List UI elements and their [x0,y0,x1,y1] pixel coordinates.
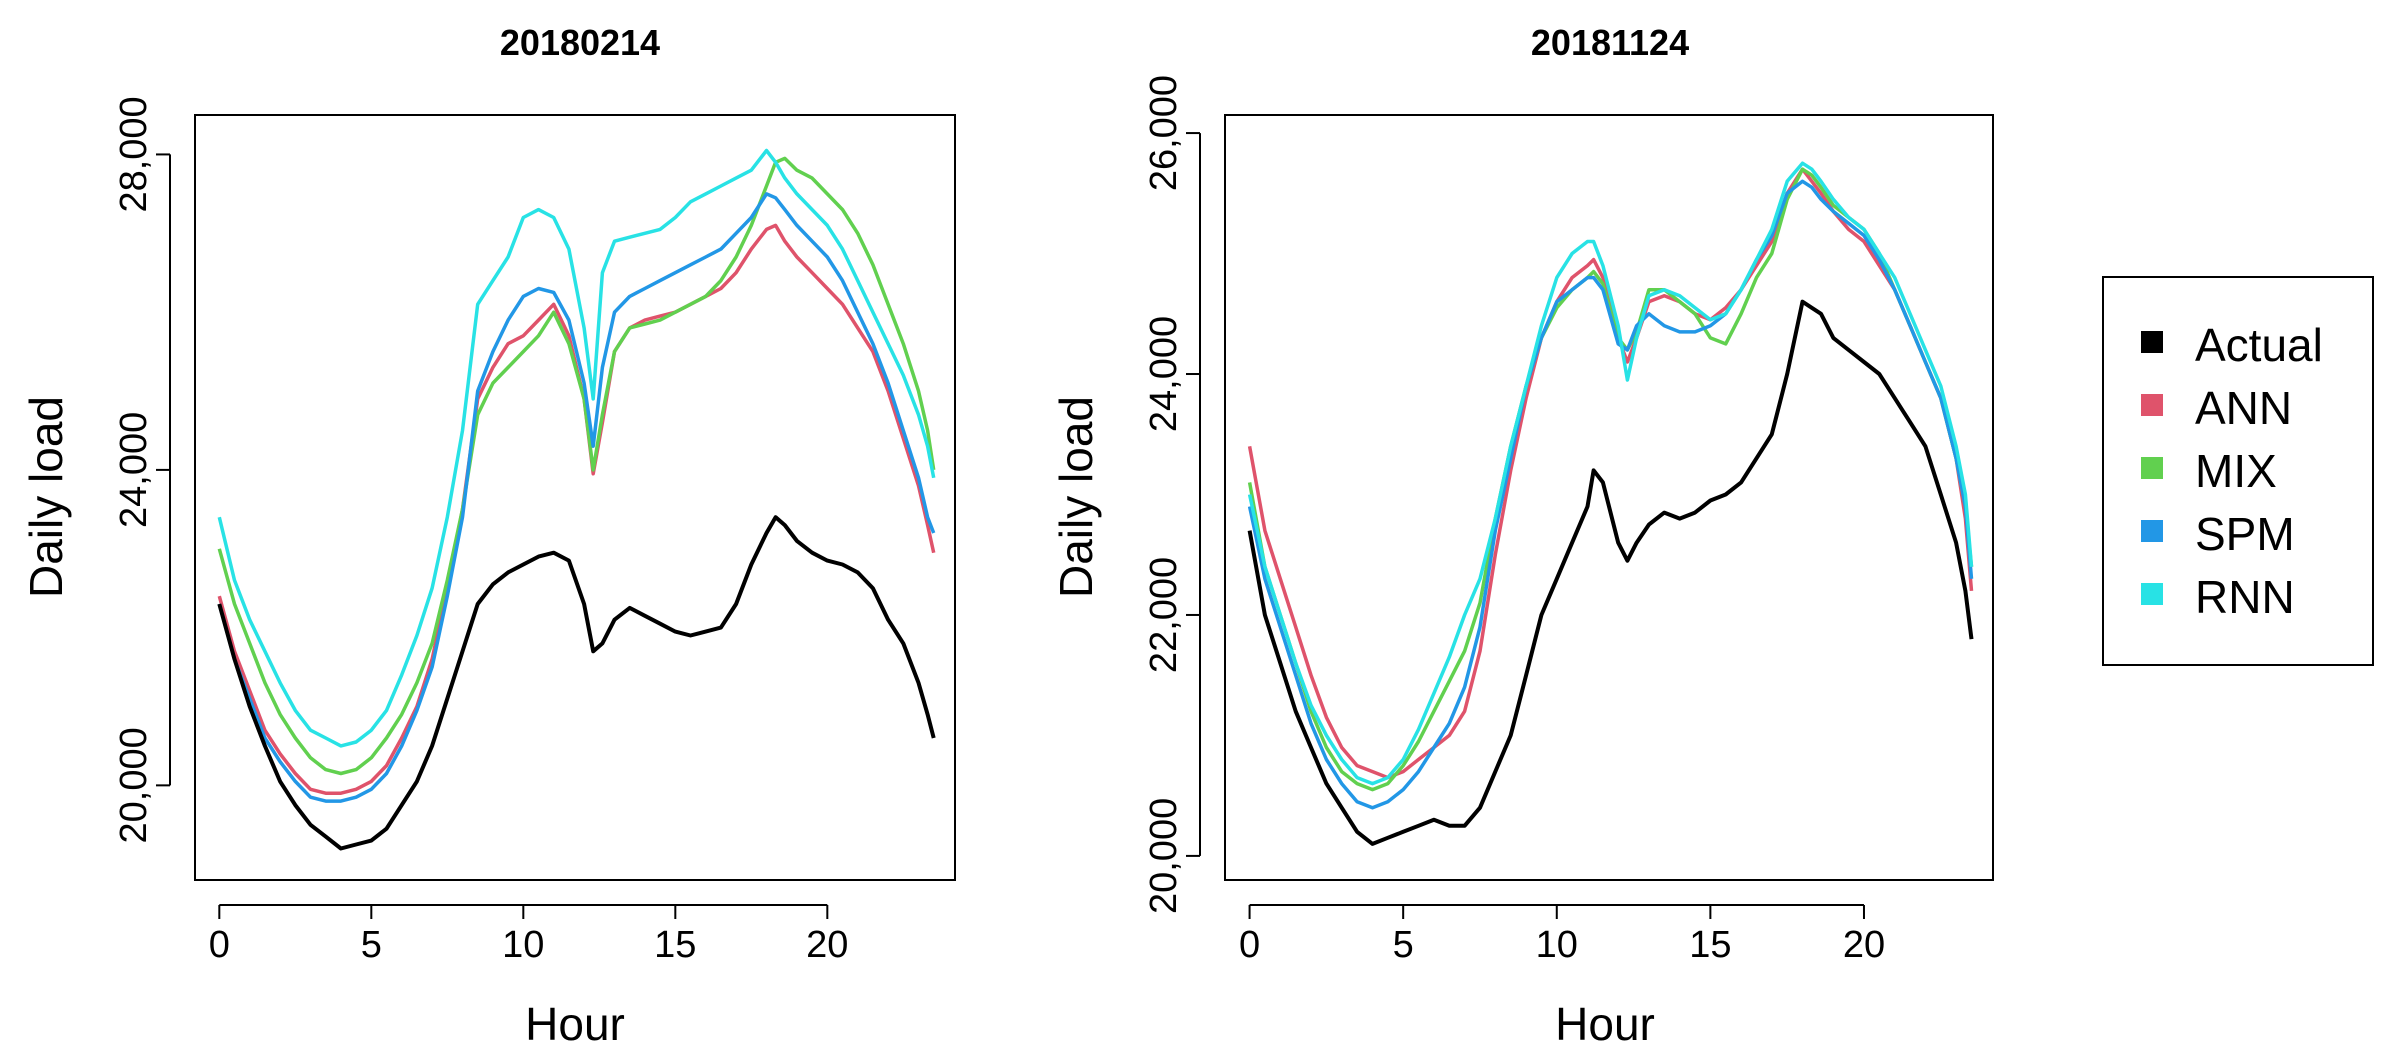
y-axis-label-right: Daily load [1050,396,1102,598]
x-tick-label: 0 [209,924,230,966]
series-right [1247,161,1974,846]
chart-title-right: 20181124 [1531,22,1689,63]
plot-area-left [194,114,956,881]
legend-label-rnn: RNN [2195,571,2295,623]
y-tick-label: 24,000 [113,412,155,528]
ticks-right: 0 5 10 15 20 20,000 22,000 24,000 26,000 [1143,75,1885,966]
y-tick-label: 24,000 [1143,316,1185,432]
y-tick-label: 20,000 [113,727,155,843]
y-tick-label: 20,000 [1143,798,1185,914]
legend-label-actual: Actual [2195,319,2323,371]
legend-swatch-spm [2141,520,2163,542]
x-tick-label: 0 [1239,924,1260,966]
series-line-actual [1247,299,1974,846]
legend-swatch-ann [2141,394,2163,416]
series-line-actual [217,515,936,851]
series-line-rnn [1247,161,1974,786]
series-line-mix [1247,167,1974,792]
legend-label-mix: MIX [2195,445,2277,497]
x-tick-label: 15 [654,924,696,966]
legend-label-spm: SPM [2195,508,2295,560]
series-line-mix [217,156,936,776]
x-tick-label: 10 [1536,924,1578,966]
y-tick-label: 22,000 [1143,557,1185,673]
x-tick-label: 5 [1393,924,1414,966]
x-tick-label: 10 [502,924,544,966]
series-line-ann [1247,167,1974,780]
x-tick-label: 5 [361,924,382,966]
series-line-spm [217,192,936,803]
plot-area-right [1224,114,1994,881]
y-axis-label-left: Daily load [20,396,72,598]
x-tick-label: 20 [1843,924,1885,966]
series-line-ann [217,223,936,795]
y-tick-label: 26,000 [1143,75,1185,191]
legend-items: Actual ANN MIX SPM RNN [2141,319,2323,623]
x-axis-label-left: Hour [525,998,625,1050]
x-tick-label: 15 [1689,924,1731,966]
ticks-left: 0 5 10 15 20 20,000 24,000 28,000 [113,96,848,966]
series-left [217,148,936,851]
series-line-rnn [217,148,936,748]
legend-label-ann: ANN [2195,382,2292,434]
series-line-spm [1247,179,1974,810]
chart-title-left: 20180214 [500,22,660,63]
legend-swatch-mix [2141,457,2163,479]
y-tick-label: 28,000 [113,96,155,212]
x-axis-label-right: Hour [1555,998,1655,1050]
panel-right: 20181124 0 5 10 15 20 20,000 22,000 24,000 26,00… [1050,22,1994,1050]
legend-swatch-actual [2141,331,2163,353]
x-tick-label: 20 [806,924,848,966]
legend: Actual ANN MIX SPM RNN [2102,276,2374,666]
legend-swatch-rnn [2141,583,2163,605]
panel-left: 20180214 0 5 10 15 20 20,000 24,000 28,000 Hour… [20,22,956,1050]
